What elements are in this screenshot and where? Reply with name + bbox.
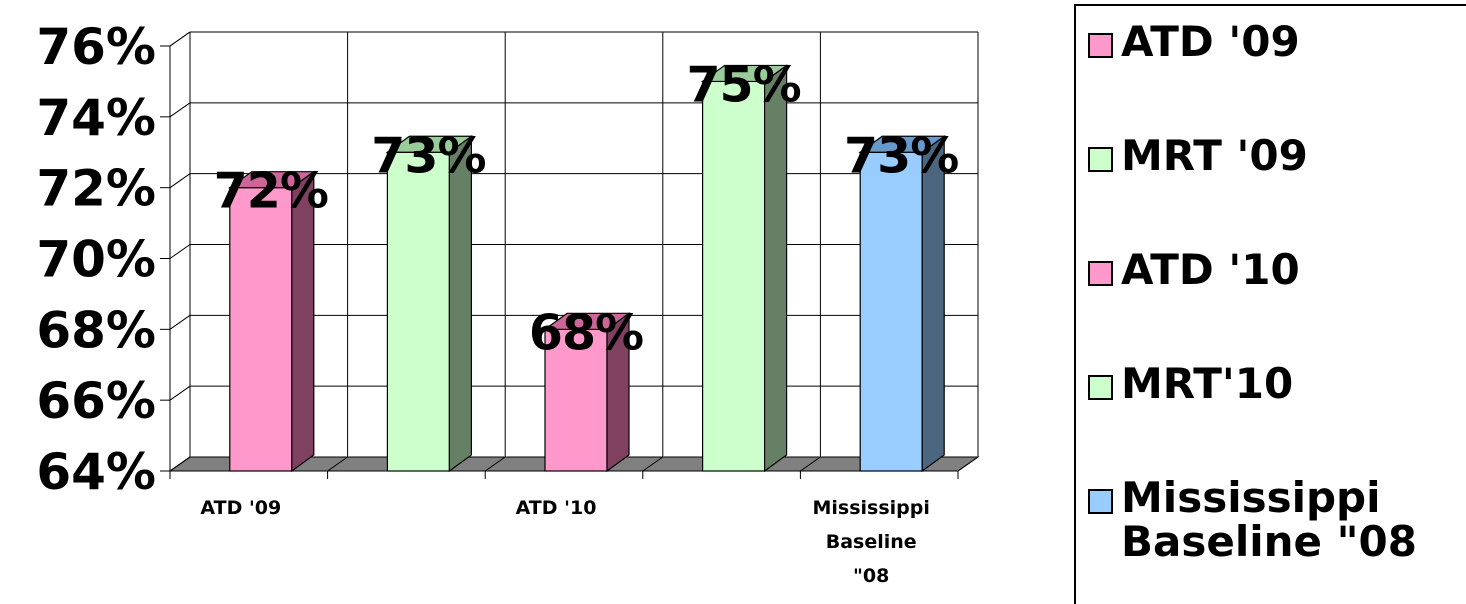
x-tick-label: ATD '09 (200, 497, 281, 519)
legend-item: Mississippi Baseline "08 (1088, 476, 1417, 564)
bar-side (763, 64, 788, 473)
bar-front (859, 151, 923, 472)
data-label: 73% (844, 127, 958, 184)
data-label: 72% (214, 163, 328, 220)
floor-divider (957, 456, 979, 472)
bar-front (386, 151, 450, 472)
x-tick-label: ATD '10 (516, 497, 597, 519)
bar-side (448, 135, 472, 473)
legend-swatch (1088, 33, 1113, 58)
y-tick-label: 72% (36, 160, 156, 218)
y-tick-label: 68% (36, 301, 156, 359)
gridline-diagonal (169, 314, 191, 330)
bar (700, 64, 789, 473)
bar (385, 135, 474, 473)
data-label: 75% (686, 56, 800, 113)
legend-item: ATD '09 (1088, 20, 1300, 64)
legend-label: ATD '09 (1121, 17, 1300, 66)
floor-divider (800, 456, 821, 472)
y-tick-label: 74% (36, 89, 156, 147)
floor-divider (642, 456, 664, 472)
gridline-diagonal (169, 31, 191, 47)
bar-front (701, 80, 766, 472)
chart-plot: 64% 66% 68% 70% 72% 74% 76% ATD '09 ATD '10 Miss… (36, 18, 980, 587)
bar-side (921, 135, 945, 473)
floor-divider (169, 456, 191, 472)
bar-top (858, 135, 947, 153)
y-tick-label: 76% (36, 18, 156, 76)
floor-divider (327, 456, 348, 472)
legend-swatch (1088, 261, 1113, 286)
bar-top (227, 171, 316, 189)
legend-swatch (1088, 489, 1113, 514)
bar (858, 135, 947, 473)
legend-label: Mississippi Baseline "08 (1121, 473, 1417, 566)
bar-top (385, 135, 474, 153)
gridline-diagonal (169, 385, 191, 401)
legend-label: MRT'10 (1121, 359, 1294, 408)
data-label: 68% (529, 304, 643, 361)
x-tick-label: Mississippi Baseline "08 (812, 497, 929, 587)
gridline-diagonal (169, 244, 191, 259)
bar (543, 312, 631, 473)
legend-swatch (1088, 147, 1113, 172)
legend-label: MRT '09 (1121, 131, 1308, 180)
legend-item: ATD '10 (1088, 248, 1300, 292)
chart-legend: ATD '09 MRT '09 ATD '10 MRT'10 Mississippi B… (1074, 4, 1466, 604)
legend-item: MRT '09 (1088, 134, 1308, 178)
y-tick-label: 66% (36, 372, 156, 430)
y-tick-label: 64% (36, 443, 156, 501)
data-label: 73% (371, 127, 485, 184)
bar-front (544, 328, 608, 472)
bar-top (543, 312, 631, 330)
gridline-diagonal (169, 102, 191, 118)
legend-swatch (1088, 375, 1113, 400)
floor-divider (484, 456, 506, 472)
bar (227, 170, 316, 473)
legend-label: ATD '10 (1121, 245, 1300, 294)
bar-front (229, 187, 293, 472)
y-tick-label: 70% (36, 231, 156, 289)
legend-item: MRT'10 (1088, 362, 1293, 406)
bar-top (700, 64, 789, 83)
gridline-diagonal (169, 173, 191, 189)
